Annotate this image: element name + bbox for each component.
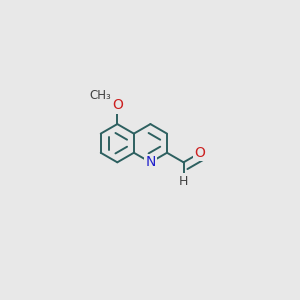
- Text: O: O: [112, 98, 123, 112]
- Text: CH₃: CH₃: [90, 89, 112, 102]
- Text: N: N: [145, 155, 156, 169]
- Text: O: O: [195, 146, 206, 160]
- Text: H: H: [179, 175, 188, 188]
